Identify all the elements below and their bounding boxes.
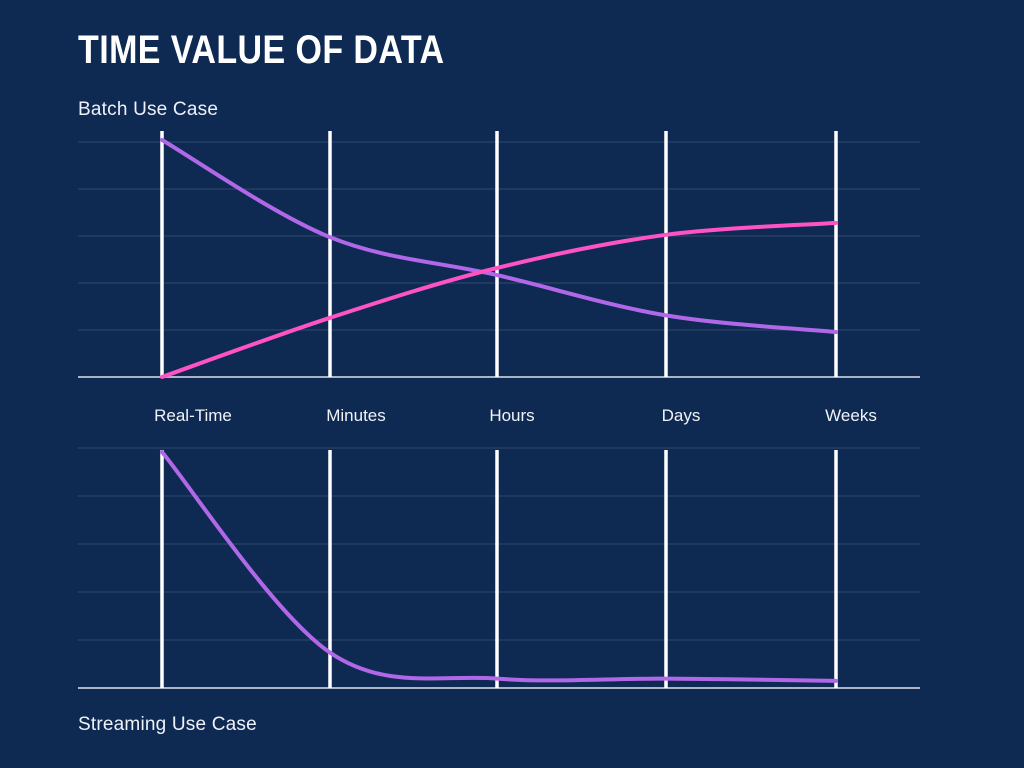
x-label-hours: Hours [489,406,535,425]
series-batch-value-rising [160,220,838,379]
batch-chart [78,131,920,379]
x-label-weeks: Weeks [825,406,877,425]
series-value-of-data-declining [160,138,838,334]
streaming-chart [78,447,920,689]
series-value-of-data-declining [160,450,838,683]
page-title: TIME VALUE OF DATA [78,28,445,72]
batch-chart-label: Batch Use Case [78,99,219,120]
x-label-days: Days [661,406,701,425]
x-axis-labels: Real-Time Minutes Hours Days Weeks [0,406,1024,432]
streaming-chart-label: Streaming Use Case [78,714,257,735]
x-label-minutes: Minutes [326,406,386,425]
x-label-real-time: Real-Time [154,406,232,425]
